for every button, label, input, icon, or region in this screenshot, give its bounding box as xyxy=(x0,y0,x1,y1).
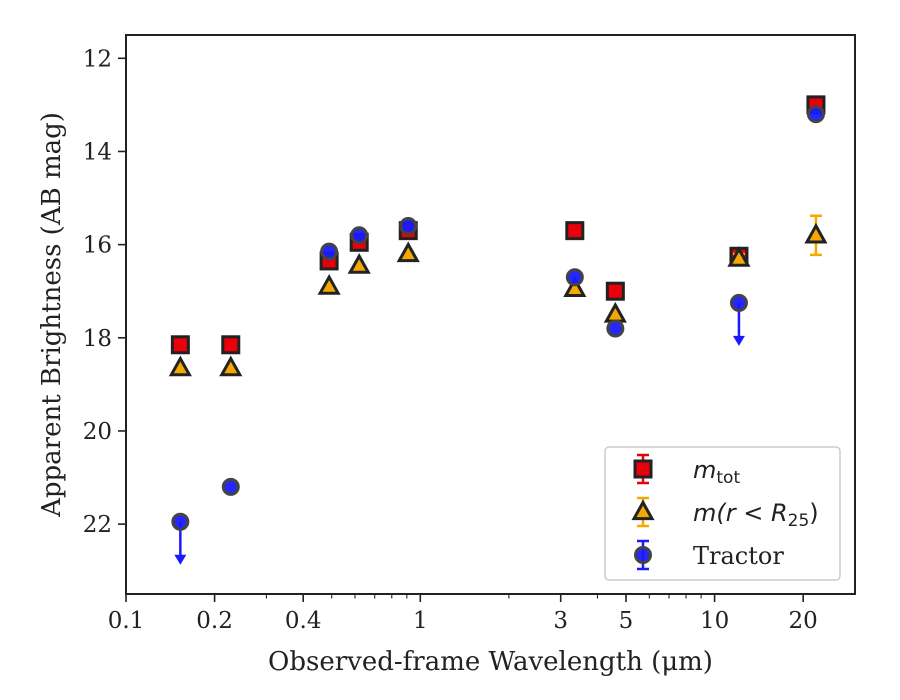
data-point-circle xyxy=(399,216,418,235)
data-point-triangle xyxy=(317,273,341,295)
legend-marker xyxy=(634,546,652,564)
data-point-triangle xyxy=(804,222,828,244)
data-point-circle xyxy=(171,512,190,531)
y-tick-label: 12 xyxy=(83,46,112,72)
legend-marker xyxy=(633,459,653,479)
y-axis-label: Apparent Brightness (AB mag) xyxy=(37,112,67,518)
data-point-square xyxy=(565,221,585,241)
data-point-triangle xyxy=(563,276,587,298)
x-tick-label: 5 xyxy=(619,608,634,634)
legend-marker xyxy=(631,499,655,521)
legend-label: Tractor xyxy=(693,542,784,570)
y-tick-label: 14 xyxy=(83,139,112,165)
x-tick-label: 0.1 xyxy=(108,608,145,634)
y-tick-label: 22 xyxy=(83,512,112,538)
data-point-triangle xyxy=(396,241,420,263)
data-point-circle xyxy=(221,477,240,496)
plot-frame xyxy=(125,34,856,595)
x-tick-label: 1 xyxy=(413,608,428,634)
data-point-square xyxy=(170,335,190,355)
legend-label: m(r < R25) xyxy=(693,499,819,531)
upper-limit-arrowhead xyxy=(174,554,187,565)
axes: 0.1 0.2 0.4 1 3 5 10 20 12 14 16 18 20 22 xyxy=(83,34,856,634)
upper-limit-arrowhead xyxy=(732,335,745,346)
x-axis-label: Observed-frame Wavelength (μm) xyxy=(268,647,713,677)
data-point-triangle xyxy=(219,355,243,377)
data-point-circle xyxy=(606,319,625,338)
x-tick-label: 0.2 xyxy=(196,608,233,634)
y-tick-label: 20 xyxy=(83,419,112,445)
data-point-circle xyxy=(729,293,748,312)
data-point-triangle xyxy=(347,253,371,274)
y-tick-label: 18 xyxy=(83,326,112,352)
data-point-square xyxy=(221,335,241,355)
data-point-circle xyxy=(565,268,584,287)
legend-box xyxy=(604,446,841,581)
x-tick-label: 20 xyxy=(789,608,818,634)
data-point-circle xyxy=(320,242,339,261)
data-point-triangle xyxy=(727,246,751,267)
x-tick-label: 3 xyxy=(553,608,568,634)
data-point-circle xyxy=(806,105,825,124)
data-point-triangle xyxy=(168,355,192,377)
x-tick-label: 10 xyxy=(700,608,729,634)
data-point-square xyxy=(605,281,625,301)
data-point-triangle xyxy=(603,301,627,323)
x-tick-label: 0.4 xyxy=(285,608,322,634)
y-tick-label: 16 xyxy=(83,233,112,259)
data-point-circle xyxy=(350,226,369,245)
plot-area xyxy=(168,95,828,565)
